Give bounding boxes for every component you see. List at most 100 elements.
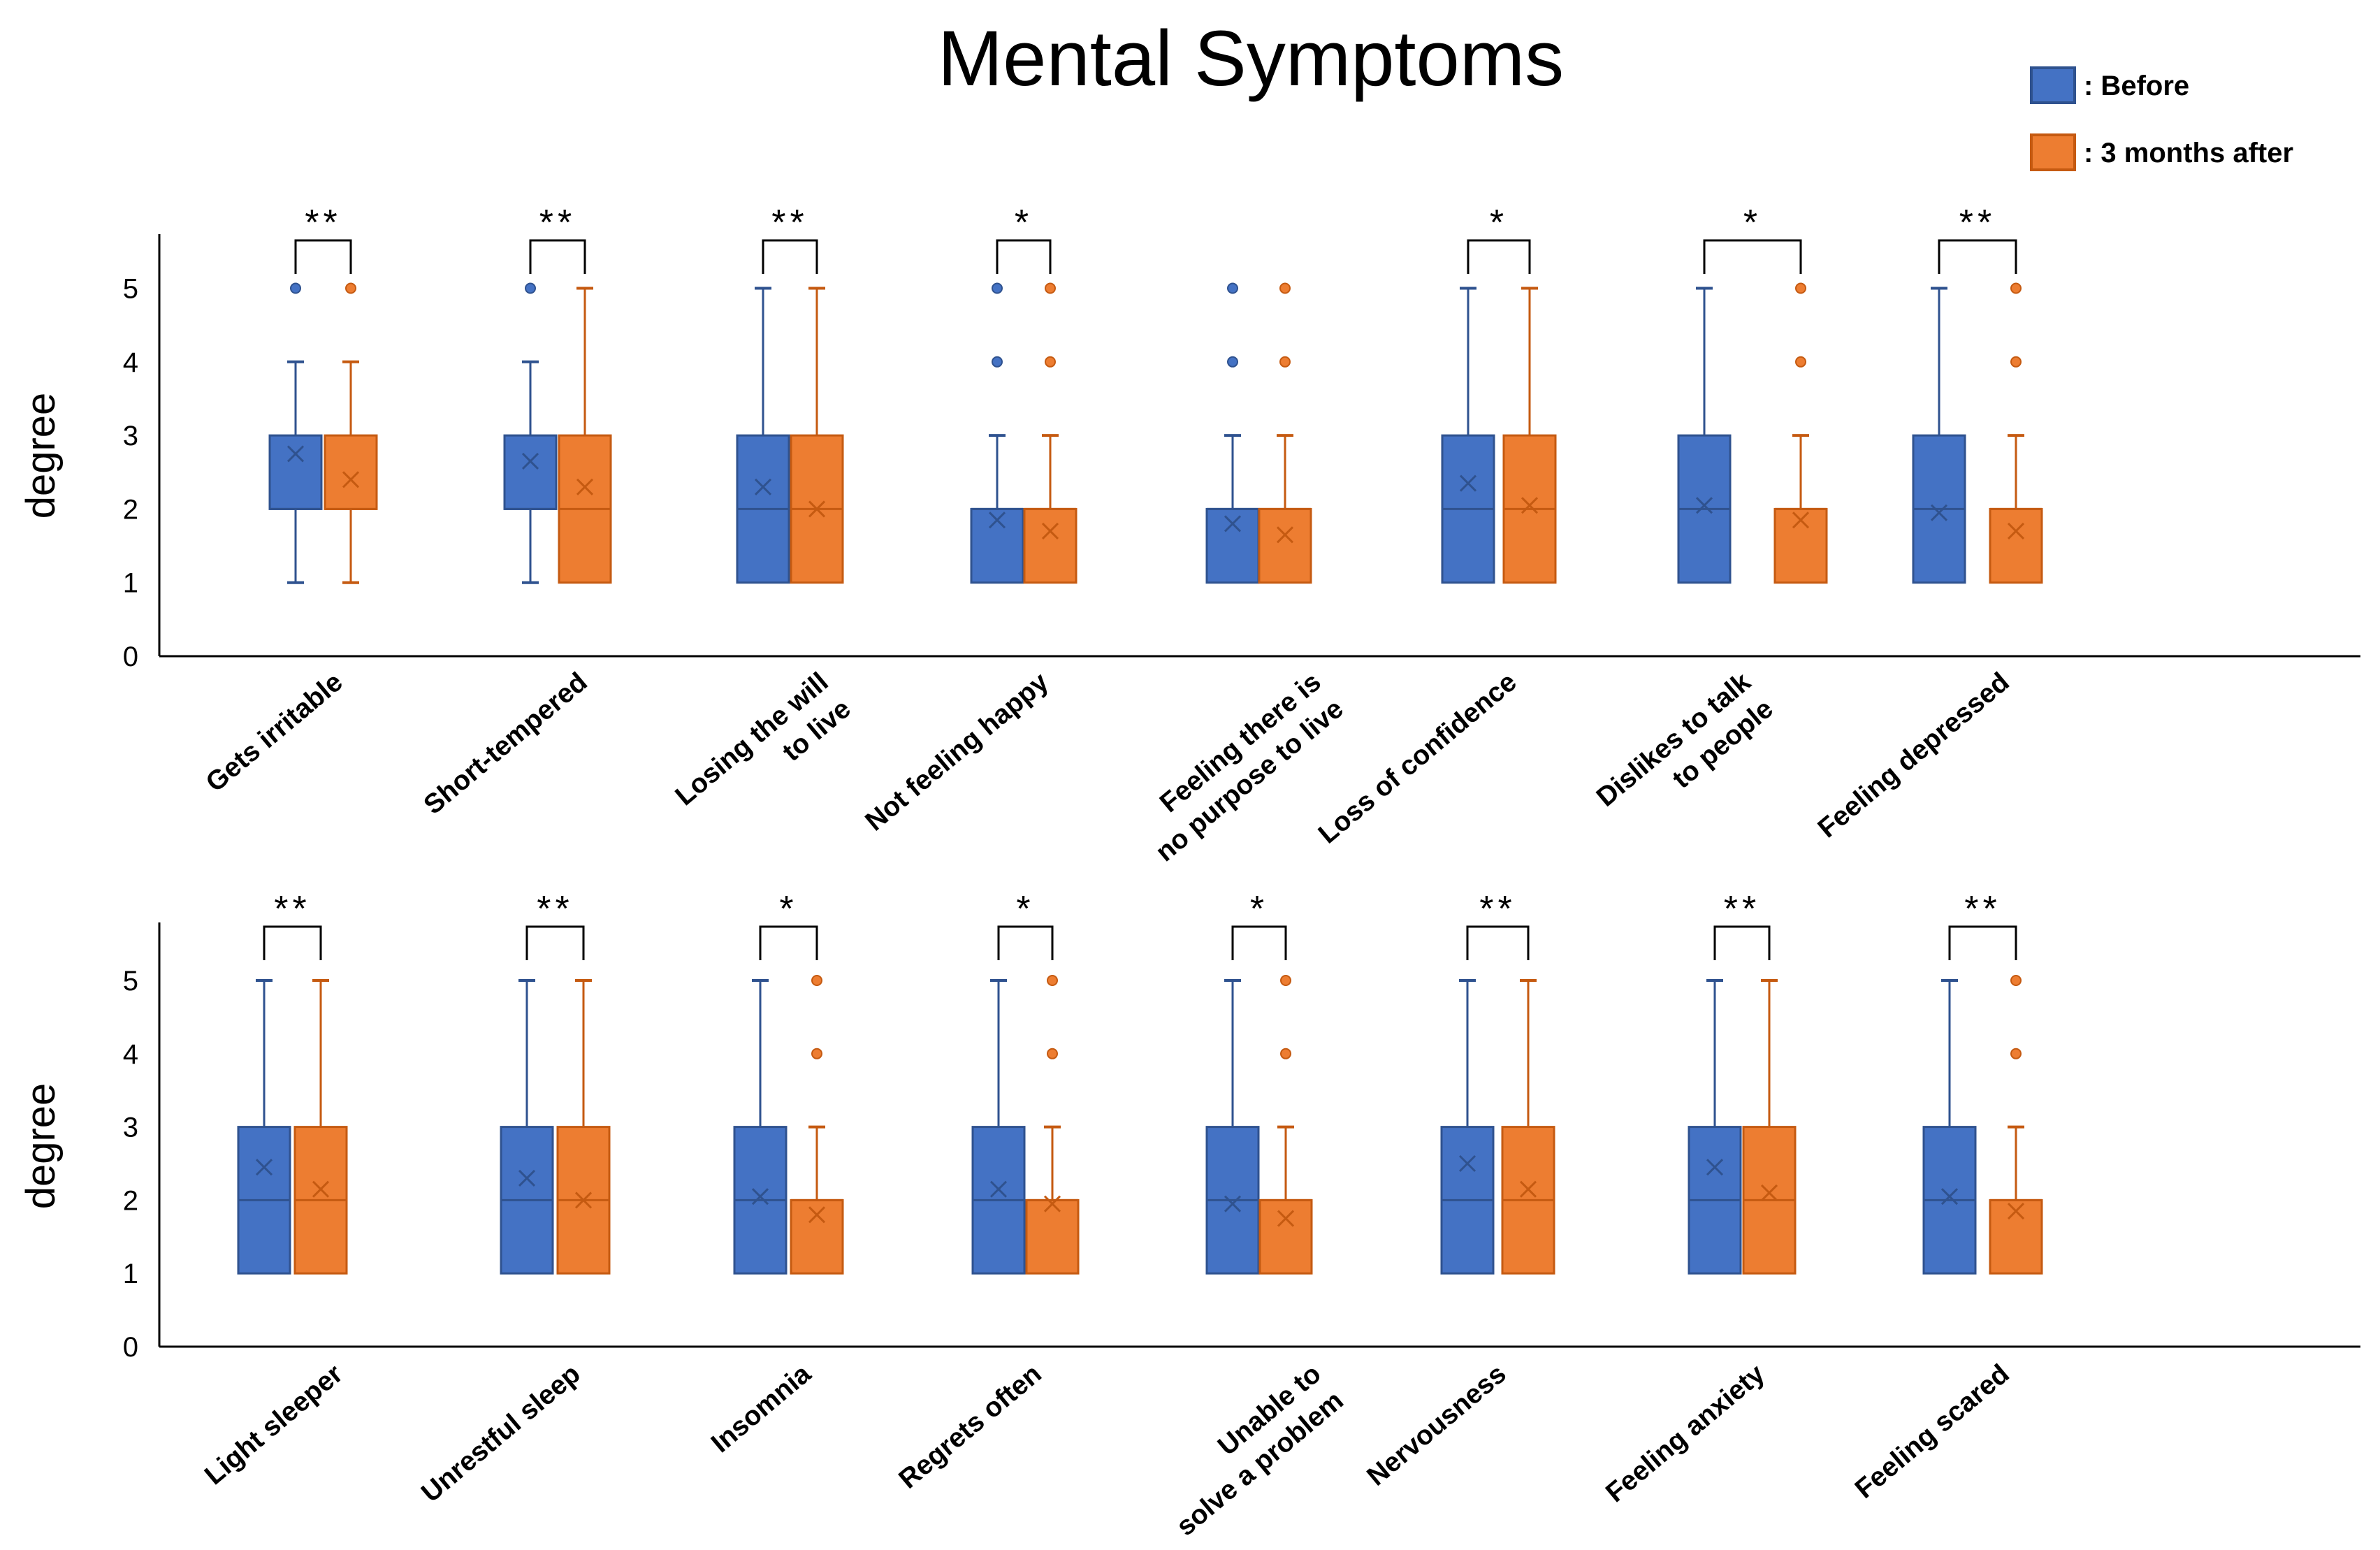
significance-label: * — [1250, 889, 1268, 929]
outlier-point-after — [811, 1048, 822, 1059]
significance-label: ** — [1959, 203, 1996, 243]
outlier-point-after — [1047, 975, 1058, 986]
significance-bracket — [1231, 925, 1287, 960]
box-after — [1023, 507, 1077, 584]
y-tick-label: 4 — [123, 347, 138, 378]
category-group: * Not feeling happy — [859, 203, 1077, 837]
outlier-point-after — [1045, 356, 1056, 368]
significance-bracket — [1938, 239, 2017, 274]
category-label-line: Feeling scared — [1850, 1359, 2015, 1505]
box-after — [324, 434, 378, 510]
y-tick-label: 3 — [123, 421, 138, 451]
mean-marker-before — [1940, 1188, 1959, 1205]
mean-marker-before — [518, 1169, 536, 1187]
category-label-line: Light sleeper — [199, 1359, 349, 1491]
y-tick-label: 3 — [123, 1113, 138, 1143]
outlier-point-before — [525, 282, 536, 294]
outlier-point-after — [2010, 282, 2022, 294]
mean-marker-before — [1930, 504, 1948, 521]
significance-bracket — [1467, 239, 1531, 274]
outlier-point-before — [1227, 282, 1238, 294]
category-label: Insomnia — [706, 1359, 817, 1458]
significance-bracket — [529, 239, 586, 274]
outlier-point-after — [1047, 1048, 1058, 1059]
box-after — [1258, 1198, 1313, 1275]
mean-marker-before — [1458, 1154, 1476, 1173]
category-label: Not feeling happy — [859, 667, 1054, 836]
mean-marker-before — [988, 512, 1006, 529]
significance-label: * — [1490, 203, 1508, 243]
outlier-point-before — [1227, 356, 1238, 368]
mean-marker-before — [1459, 475, 1477, 492]
mean-marker-after — [808, 1206, 826, 1224]
significance-bracket — [1703, 239, 1802, 274]
mean-marker-before — [1224, 1195, 1242, 1212]
category-group: ** Feeling anxiety — [1600, 889, 1797, 1508]
outlier-point-after — [1045, 282, 1056, 294]
significance-bracket — [1466, 925, 1530, 960]
significance-bracket — [1948, 925, 2017, 960]
significance-bracket — [762, 239, 818, 274]
category-label-line: Feeling depressed — [1813, 667, 2015, 843]
category-label-line: Regrets often — [893, 1359, 1047, 1495]
box-before — [503, 434, 558, 510]
category-label: Light sleeper — [199, 1359, 349, 1491]
mean-marker-after — [574, 1192, 593, 1209]
category-group: * Regrets often — [893, 889, 1080, 1495]
y-tick-label: 1 — [123, 1259, 138, 1289]
category-group: * Dislikes to talkto people — [1591, 203, 1828, 813]
y-tick-label: 1 — [123, 568, 138, 599]
mean-marker-before — [521, 452, 539, 470]
outlier-point-after — [1279, 356, 1291, 368]
outlier-point-after — [1280, 1048, 1291, 1059]
outlier-point-after — [811, 975, 822, 986]
category-label: Unrestful sleep — [416, 1359, 586, 1508]
category-label: Short-tempered — [419, 667, 593, 820]
category-label-line: Unrestful sleep — [416, 1359, 586, 1508]
outlier-point-after — [2010, 1048, 2022, 1059]
significance-label: * — [1016, 889, 1034, 929]
category-group: ** Light sleeper — [199, 889, 349, 1491]
outlier-point-after — [1279, 282, 1291, 294]
significance-label: ** — [771, 203, 808, 243]
category-group: * Insomnia — [706, 889, 844, 1458]
mean-marker-after — [1276, 526, 1294, 544]
mean-marker-after — [1277, 1210, 1295, 1227]
y-axis-label: degree — [18, 1083, 64, 1210]
mean-marker-after — [1521, 497, 1539, 514]
mean-marker-after — [312, 1180, 330, 1198]
y-tick-label: 2 — [123, 494, 138, 525]
category-group: * Loss of confidence — [1313, 203, 1557, 850]
outlier-point-after — [2010, 975, 2022, 986]
mean-marker-before — [286, 445, 305, 463]
outlier-point-after — [2010, 356, 2022, 368]
y-tick-label: 2 — [123, 1185, 138, 1216]
category-label-line: Nervousness — [1361, 1359, 1511, 1491]
category-label: Nervousness — [1361, 1359, 1511, 1491]
mean-marker-after — [1041, 522, 1059, 540]
box-after — [1258, 507, 1312, 584]
outlier-point-before — [992, 282, 1003, 294]
category-label-line: Loss of confidence — [1313, 667, 1523, 849]
significance-bracket — [996, 239, 1052, 274]
box-after — [1989, 507, 2043, 584]
category-label-line: Gets irritable — [201, 667, 349, 798]
y-tick-label: 5 — [123, 274, 138, 305]
outlier-point-after — [1795, 282, 1806, 294]
y-axis-label: degree — [18, 393, 64, 519]
category-group: ** Losing the willto live — [670, 203, 857, 811]
legend-label-before: : Before — [2084, 71, 2189, 101]
significance-bracket — [759, 925, 818, 960]
category-label-line: Feeling anxiety — [1600, 1359, 1771, 1508]
significance-label: ** — [1724, 889, 1760, 929]
mean-marker-after — [1792, 512, 1810, 529]
significance-label: * — [1015, 203, 1033, 243]
category-group: ** Gets irritable — [201, 203, 378, 798]
legend-swatch-after — [2030, 133, 2076, 171]
mean-marker-before — [754, 478, 772, 495]
category-group: ** Unrestful sleep — [416, 889, 611, 1508]
significance-bracket — [1713, 925, 1771, 960]
